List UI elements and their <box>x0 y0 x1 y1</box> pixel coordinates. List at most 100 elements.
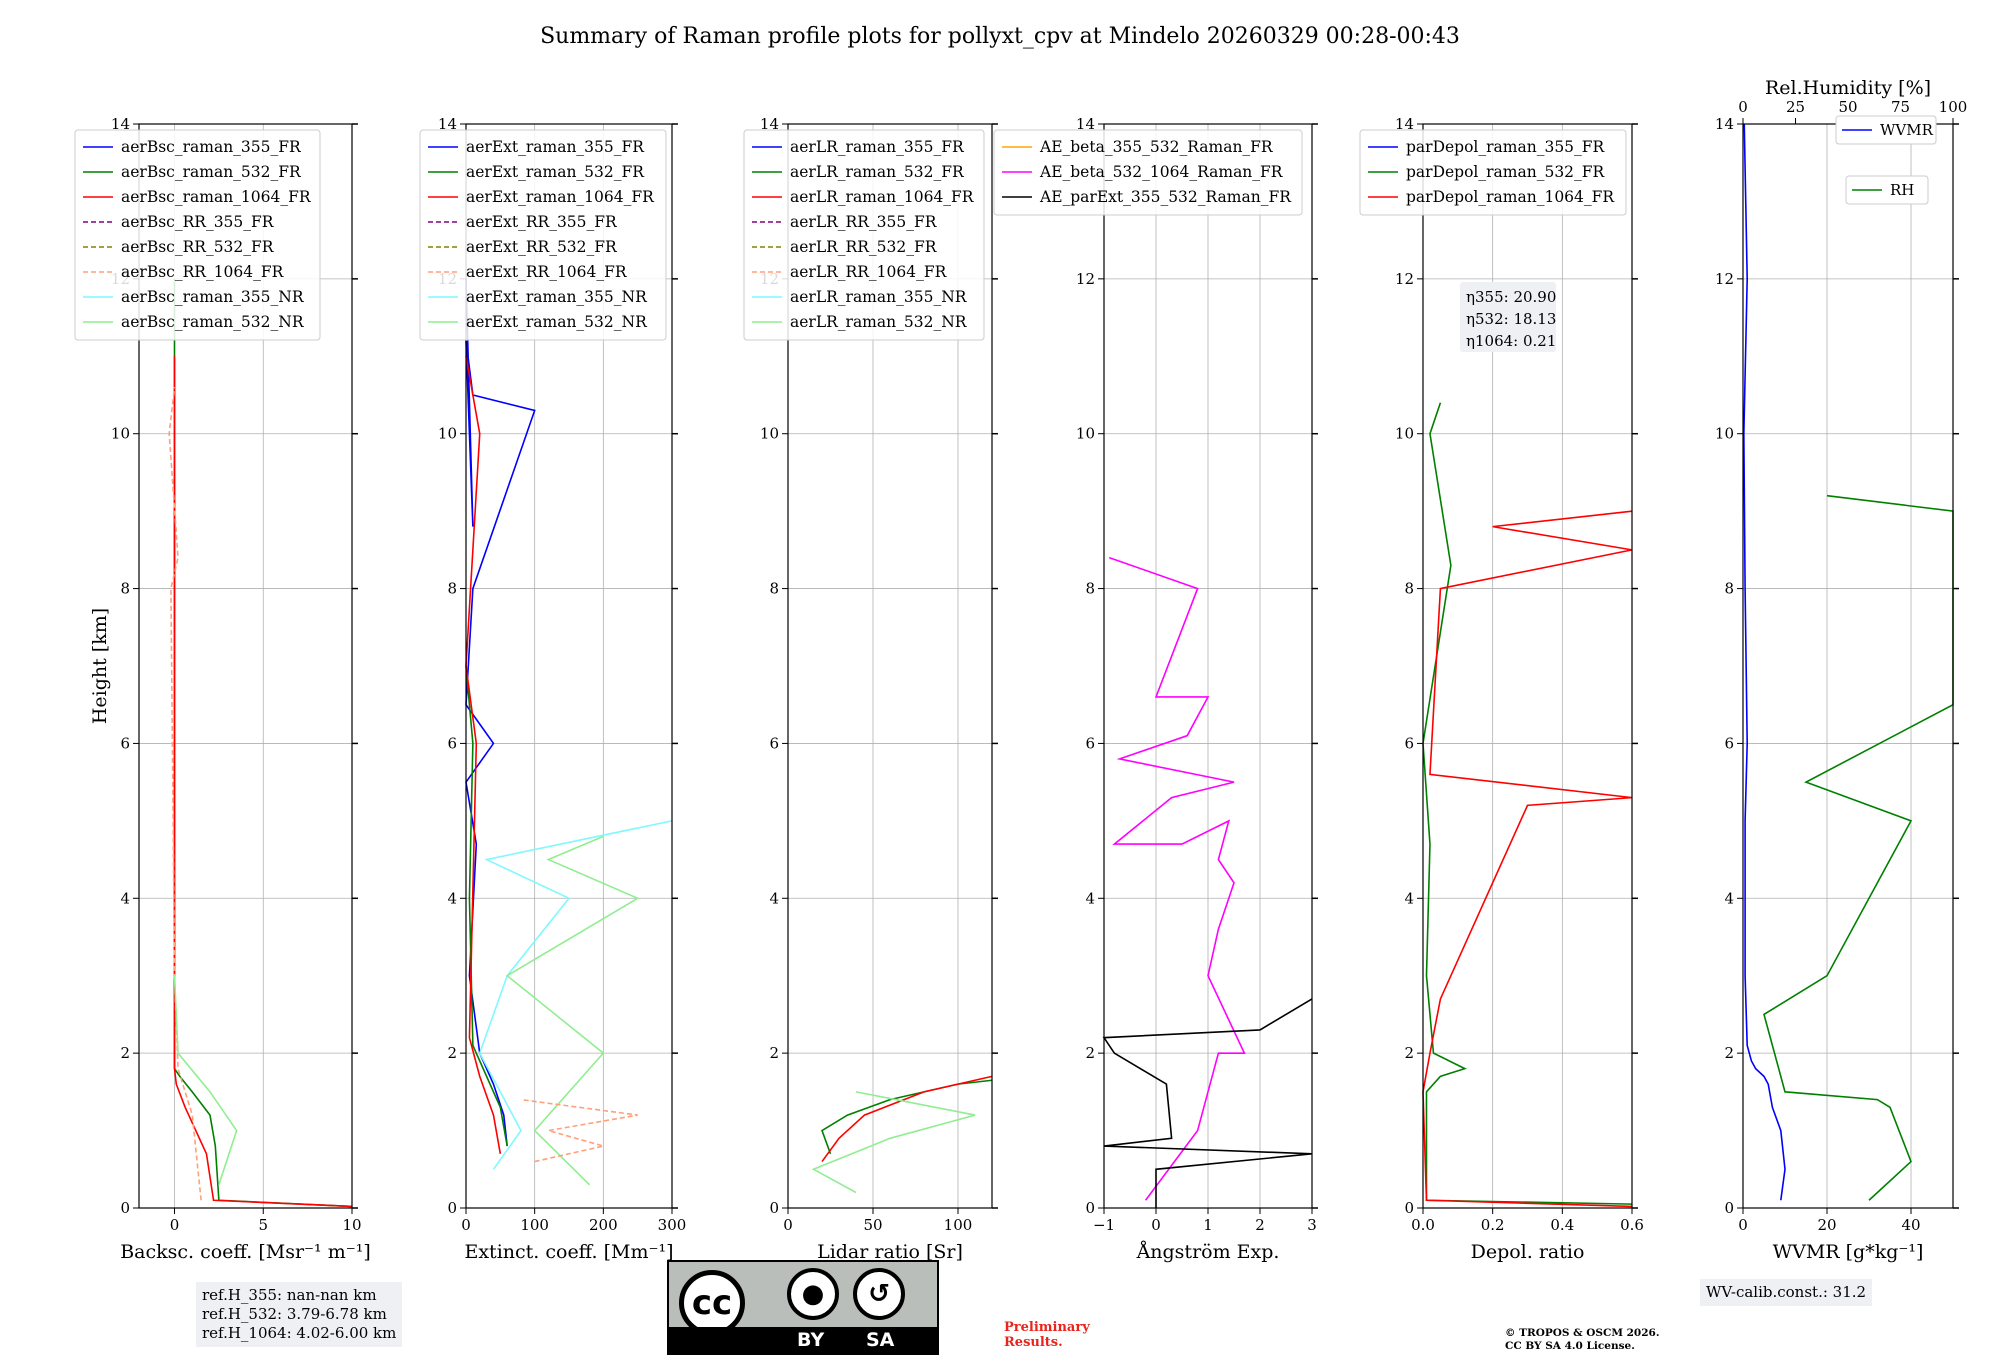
x-tick-label-ae: −1 <box>1093 1216 1115 1234</box>
y-tick-label-ae: 6 <box>1085 734 1095 752</box>
x-axis-label-bsc: Backsc. coeff. [Msr⁻¹ m⁻¹] <box>120 1241 371 1263</box>
x2-tick-label: 100 <box>1939 98 1968 116</box>
x-tick-label-lr: 100 <box>944 1216 973 1234</box>
x-axis-label-lr: Lidar ratio [Sr] <box>817 1241 963 1263</box>
series-aerBsc_raman_1064_FR <box>173 356 353 1208</box>
y-tick-label-wv: 14 <box>1715 115 1734 133</box>
legend-box-dep <box>1359 129 1627 216</box>
y-tick-label-lr: 4 <box>769 889 779 907</box>
legend-label-parDepol_raman_532_FR: parDepol_raman_532_FR <box>1406 163 1606 181</box>
legend-box-ext <box>419 129 667 341</box>
series-WVMR <box>1743 123 1786 1201</box>
ref-height-box: ref.H_355: nan-nan km ref.H_532: 3.79-6.… <box>196 1282 403 1347</box>
legend-label-aerExt_RR_1064_FR: aerExt_RR_1064_FR <box>466 263 628 281</box>
sa-label: SA <box>866 1329 895 1351</box>
y-tick-label-dep: 2 <box>1404 1044 1414 1062</box>
legend-label-aerBsc_RR_355_FR: aerBsc_RR_355_FR <box>121 213 275 231</box>
legend-label-parDepol_raman_355_FR: parDepol_raman_355_FR <box>1406 138 1606 156</box>
y-tick-label-dep: 8 <box>1404 580 1414 598</box>
depol-annotation-line: η1064: 0.21 <box>1466 332 1556 350</box>
y-tick-label-ext: 0 <box>447 1199 457 1217</box>
legend-label-aerExt_raman_532_NR: aerExt_raman_532_NR <box>466 313 648 331</box>
x-tick-label-wv: 40 <box>1901 1216 1920 1234</box>
copyright-note: © TROPOS & OSCM 2026. CC BY SA 4.0 Licen… <box>1505 1327 1660 1353</box>
legend-box-bsc <box>74 129 321 341</box>
y-tick-label-lr: 14 <box>760 115 779 133</box>
y-tick-label-ext: 14 <box>438 115 457 133</box>
axes-frame-dep <box>1422 123 1633 1209</box>
x-tick-label-bsc: 5 <box>258 1216 268 1234</box>
x-tick-label-ae: 0 <box>1151 1216 1161 1234</box>
x-tick-label-lr: 50 <box>863 1216 882 1234</box>
legend-box-lr <box>743 129 985 341</box>
y-tick-label-wv: 12 <box>1715 270 1734 288</box>
series-aerBsc_RR_1064_FR <box>168 387 202 1201</box>
legend-label-AE_beta_355_532_Raman_FR: AE_beta_355_532_Raman_FR <box>1039 138 1274 156</box>
x2-axis-label: Rel.Humidity [%] <box>1765 77 1931 99</box>
depol-annotation-line: η355: 20.90 <box>1466 288 1556 306</box>
by-label: BY <box>797 1329 825 1351</box>
series-parDepol_raman_1064_FR <box>1422 510 1633 1208</box>
legend-label-aerLR_raman_532_NR: aerLR_raman_532_NR <box>790 313 968 331</box>
x-tick-label-ae: 2 <box>1255 1216 1265 1234</box>
legend-label-aerLR_raman_355_FR: aerLR_raman_355_FR <box>790 138 965 156</box>
x2-tick-label: 0 <box>1738 98 1748 116</box>
y-tick-label-wv: 8 <box>1724 580 1734 598</box>
panel-bsc: 051002468101214Backsc. coeff. [Msr⁻¹ m⁻¹… <box>74 115 371 1263</box>
series-aerExt_RR_1064_FR <box>520 1098 638 1163</box>
y-tick-label-bsc: 2 <box>120 1044 130 1062</box>
y-tick-label-ext: 8 <box>447 580 457 598</box>
y-tick-label-ae: 4 <box>1085 889 1095 907</box>
y-tick-label-ae: 14 <box>1076 115 1095 133</box>
legend-label-aerLR_RR_1064_FR: aerLR_RR_1064_FR <box>790 263 948 281</box>
y-tick-label-lr: 10 <box>760 425 779 443</box>
axes-frame-wv <box>1742 123 1954 1209</box>
series-aerExt_raman_1064_FR <box>465 356 502 1154</box>
y-tick-label-ae: 10 <box>1076 425 1095 443</box>
y-tick-label-dep: 6 <box>1404 734 1414 752</box>
series-aerExt_raman_532_FR <box>465 665 508 1147</box>
y-tick-label-wv: 10 <box>1715 425 1734 443</box>
series-AE_parExt_355_532_Raman_FR <box>1102 998 1313 1208</box>
series-parDepol_raman_532_FR <box>1422 402 1633 1205</box>
legend-label-RH: RH <box>1890 181 1914 199</box>
x-axis-label-ext: Extinct. coeff. [Mm⁻¹] <box>464 1241 673 1263</box>
y-tick-label-bsc: 6 <box>120 734 130 752</box>
y-axis-label: Height [km] <box>89 608 111 724</box>
y-tick-label-lr: 6 <box>769 734 779 752</box>
y-tick-label-wv: 4 <box>1724 889 1734 907</box>
series-aerExt_raman_532_NR <box>505 835 640 1186</box>
cc-license-badge[interactable]: cc ● ↺ BY SA <box>667 1260 939 1355</box>
legend-box-ae <box>993 129 1303 216</box>
x-tick-label-ext: 200 <box>589 1216 618 1234</box>
y-tick-label-dep: 10 <box>1395 425 1414 443</box>
y-tick-label-ext: 6 <box>447 734 457 752</box>
copyright-line2: CC BY SA 4.0 License. <box>1505 1340 1635 1352</box>
series-aerExt_raman_355_FR <box>465 278 536 1147</box>
depol-annotation-line: η532: 18.13 <box>1466 310 1556 328</box>
legend-label-parDepol_raman_1064_FR: parDepol_raman_1064_FR <box>1406 188 1615 206</box>
wv-calib-const: WV-calib.const.: 31.2 <box>1706 1283 1867 1301</box>
preliminary-note: Preliminary Results. <box>1004 1320 1090 1350</box>
legend-box-wv <box>1845 175 1929 205</box>
panel-wv: 0 20 40 0 2 4 6 8 10 12 14 WVMR [g*kg⁻¹] 0 25 50 75 100 R… <box>1715 77 1967 1263</box>
legend-label-AE_parExt_355_532_Raman_FR: AE_parExt_355_532_Raman_FR <box>1039 188 1292 206</box>
legend-label-aerExt_RR_355_FR: aerExt_RR_355_FR <box>466 213 618 231</box>
x2-tick-label: 50 <box>1838 98 1857 116</box>
series-RH <box>1763 494 1954 1201</box>
ref-height-355: ref.H_355: nan-nan km <box>202 1286 377 1304</box>
y-tick-label-wv: 6 <box>1724 734 1734 752</box>
axes-frame-ext <box>465 123 673 1209</box>
axes-frame-bsc <box>138 123 353 1209</box>
legend-label-aerBsc_raman_355_FR: aerBsc_raman_355_FR <box>121 138 302 156</box>
y-tick-label-wv: 0 <box>1724 1199 1734 1217</box>
y-tick-label-dep: 4 <box>1404 889 1414 907</box>
x2-tick-label: 75 <box>1891 98 1910 116</box>
x-tick-label-dep: 0.6 <box>1620 1216 1644 1234</box>
panel-ext: 010020030002468101214Extinct. coeff. [Mm… <box>419 115 686 1263</box>
y-tick-label-dep: 14 <box>1395 115 1414 133</box>
y-tick-label-ext: 4 <box>447 889 457 907</box>
legend-label-aerBsc_RR_1064_FR: aerBsc_RR_1064_FR <box>121 263 285 281</box>
x-tick-label-ext: 0 <box>461 1216 471 1234</box>
